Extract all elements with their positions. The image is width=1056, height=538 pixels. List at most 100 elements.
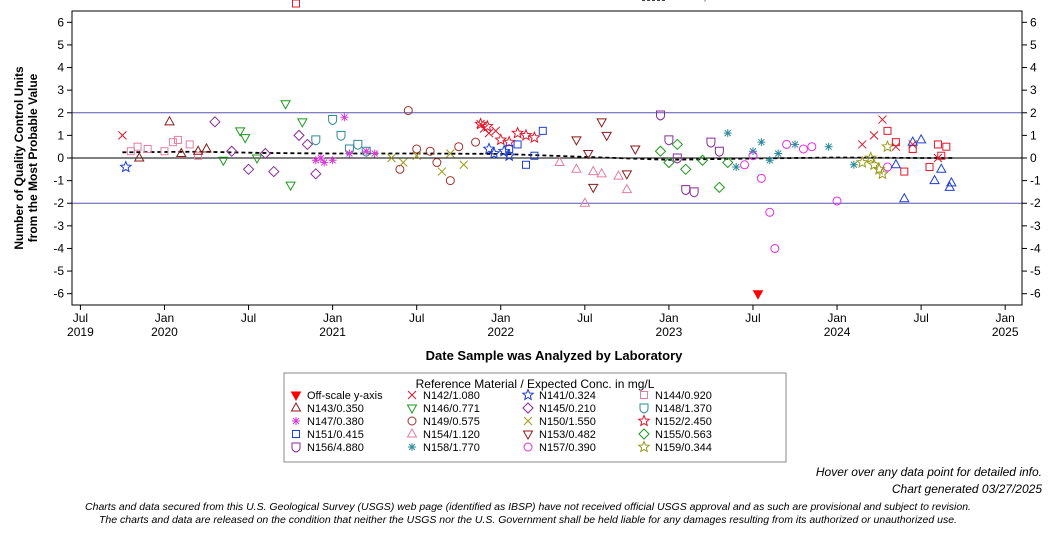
point-n152-2-450[interactable] [511, 126, 525, 139]
point-n160-1-720[interactable] [878, 115, 887, 124]
point-n153-0-482[interactable] [596, 118, 608, 128]
point-n152-2-450[interactable] [474, 117, 488, 130]
point-n156-4-880[interactable] [655, 110, 665, 121]
point-n145-0-210[interactable] [310, 168, 322, 180]
point-n159-0-344[interactable] [875, 167, 889, 180]
point-n144-0-920[interactable] [133, 142, 142, 151]
point-n158-1-770[interactable] [748, 147, 757, 156]
point-n154-1-120[interactable] [579, 197, 591, 207]
point-n152-2-450[interactable] [494, 133, 508, 146]
point-n143-0-350[interactable] [133, 151, 145, 162]
point-n157-0-390[interactable] [770, 243, 780, 253]
point-n142-1-080[interactable] [118, 131, 127, 140]
point-n157-0-390[interactable] [807, 142, 817, 152]
point-n149-0-575[interactable] [403, 106, 413, 116]
point-n151-0-415[interactable] [538, 126, 547, 135]
point-n162-3-530[interactable] [937, 151, 946, 160]
point-n146-0-771[interactable] [280, 100, 291, 110]
point-n157-0-390[interactable] [798, 144, 808, 154]
point-n155-0-563[interactable] [680, 163, 692, 176]
point-n149-0-575[interactable] [425, 146, 435, 156]
point-n141-0-324[interactable] [119, 160, 133, 173]
point-n155-0-563[interactable] [663, 156, 675, 169]
point-n156-4-880[interactable] [714, 146, 724, 157]
point-n162-3-530[interactable] [883, 126, 892, 135]
point-n151-0-415[interactable] [521, 160, 530, 169]
point-n159-0-344[interactable] [864, 151, 878, 164]
point-n162-3-530[interactable] [891, 138, 900, 147]
point-n160-1-720[interactable] [869, 131, 879, 140]
point-n157-0-390[interactable] [748, 151, 758, 161]
point-n144-0-920[interactable] [126, 147, 135, 156]
point-n149-0-575[interactable] [412, 144, 422, 154]
point-n150-1-550[interactable] [459, 160, 469, 170]
point-n152-2-450[interactable] [502, 135, 516, 148]
point-n147-0-380[interactable] [311, 156, 320, 165]
point-n161-0-484[interactable] [935, 163, 947, 173]
point-n157-0-390[interactable] [765, 207, 775, 217]
point-n146-0-771[interactable] [296, 118, 308, 128]
point-n148-1-370[interactable] [361, 146, 371, 157]
point-n157-0-390[interactable] [756, 173, 766, 183]
point-n162-3-530[interactable] [925, 163, 934, 172]
point-n151-0-415[interactable] [530, 151, 539, 160]
point-n153-0-482[interactable] [587, 183, 599, 194]
point-n143-0-350[interactable] [192, 145, 204, 155]
point-n154-1-120[interactable] [587, 165, 599, 176]
point-n147-0-380[interactable] [320, 158, 329, 167]
point-n154-1-120[interactable] [554, 156, 565, 167]
point-n153-0-482[interactable] [629, 145, 641, 155]
point-n148-1-370[interactable] [328, 115, 338, 126]
point-n158-1-770[interactable] [765, 156, 774, 165]
point-n158-1-770[interactable] [774, 149, 783, 158]
point-n147-0-380[interactable] [362, 147, 371, 156]
point-n150-1-550[interactable] [412, 151, 422, 161]
point-n142-1-080[interactable] [484, 128, 494, 138]
point-n147-0-380[interactable] [316, 154, 325, 162]
point-n158-1-770[interactable] [791, 140, 800, 149]
point-n161-0-484[interactable] [915, 133, 927, 144]
point-n156-4-880[interactable] [706, 137, 716, 148]
point-n157-0-390[interactable] [832, 196, 842, 206]
point-n146-0-771[interactable] [239, 134, 251, 144]
point-n145-0-210[interactable] [301, 138, 314, 151]
point-n154-1-120[interactable] [621, 183, 633, 194]
point-n162-3-530[interactable] [942, 142, 951, 151]
point-n144-0-920[interactable] [173, 135, 182, 144]
point-n143-0-350[interactable] [164, 115, 175, 126]
point-n152-2-450[interactable] [527, 130, 541, 144]
point-n150-1-550[interactable] [445, 149, 455, 158]
point-n145-0-210[interactable] [242, 163, 255, 176]
point-n144-0-920[interactable] [194, 151, 203, 160]
point-n144-0-920[interactable] [185, 140, 194, 149]
point-n144-0-920[interactable] [160, 147, 169, 156]
point-n149-0-575[interactable] [445, 176, 455, 186]
point-n155-0-563[interactable] [722, 156, 734, 169]
point-off-scale-y-axis[interactable] [752, 290, 764, 300]
point-n162-3-530[interactable] [933, 140, 942, 149]
point-n144-0-920[interactable] [168, 138, 177, 147]
point-n147-0-380[interactable] [370, 149, 379, 158]
point-n146-0-771[interactable] [285, 181, 296, 192]
point-n149-0-575[interactable] [432, 158, 442, 168]
point-n150-1-550[interactable] [398, 158, 408, 167]
point-n150-1-550[interactable] [387, 153, 396, 163]
point-n153-0-482[interactable] [621, 170, 633, 180]
point-n151-0-415[interactable] [505, 144, 514, 153]
point-n143-0-350[interactable] [175, 147, 187, 157]
point-n145-0-210[interactable] [226, 145, 238, 157]
point-n148-1-370[interactable] [311, 135, 321, 146]
point-n155-0-563[interactable] [696, 154, 709, 166]
point-n161-0-484[interactable] [946, 176, 957, 187]
point-n152-2-450[interactable] [519, 128, 533, 141]
point-n146-0-771[interactable] [217, 156, 229, 167]
point-n150-1-550[interactable] [437, 167, 447, 176]
point-n160-1-720[interactable] [857, 140, 867, 149]
point-n156-4-880[interactable] [689, 187, 699, 198]
point-n155-0-563[interactable] [671, 138, 684, 151]
point-n161-0-484[interactable] [929, 174, 940, 185]
point-n156-4-880[interactable] [664, 135, 674, 146]
point-n146-0-771[interactable] [251, 154, 263, 165]
point-n141-0-324[interactable] [487, 146, 501, 159]
point-n155-0-563[interactable] [713, 181, 726, 194]
